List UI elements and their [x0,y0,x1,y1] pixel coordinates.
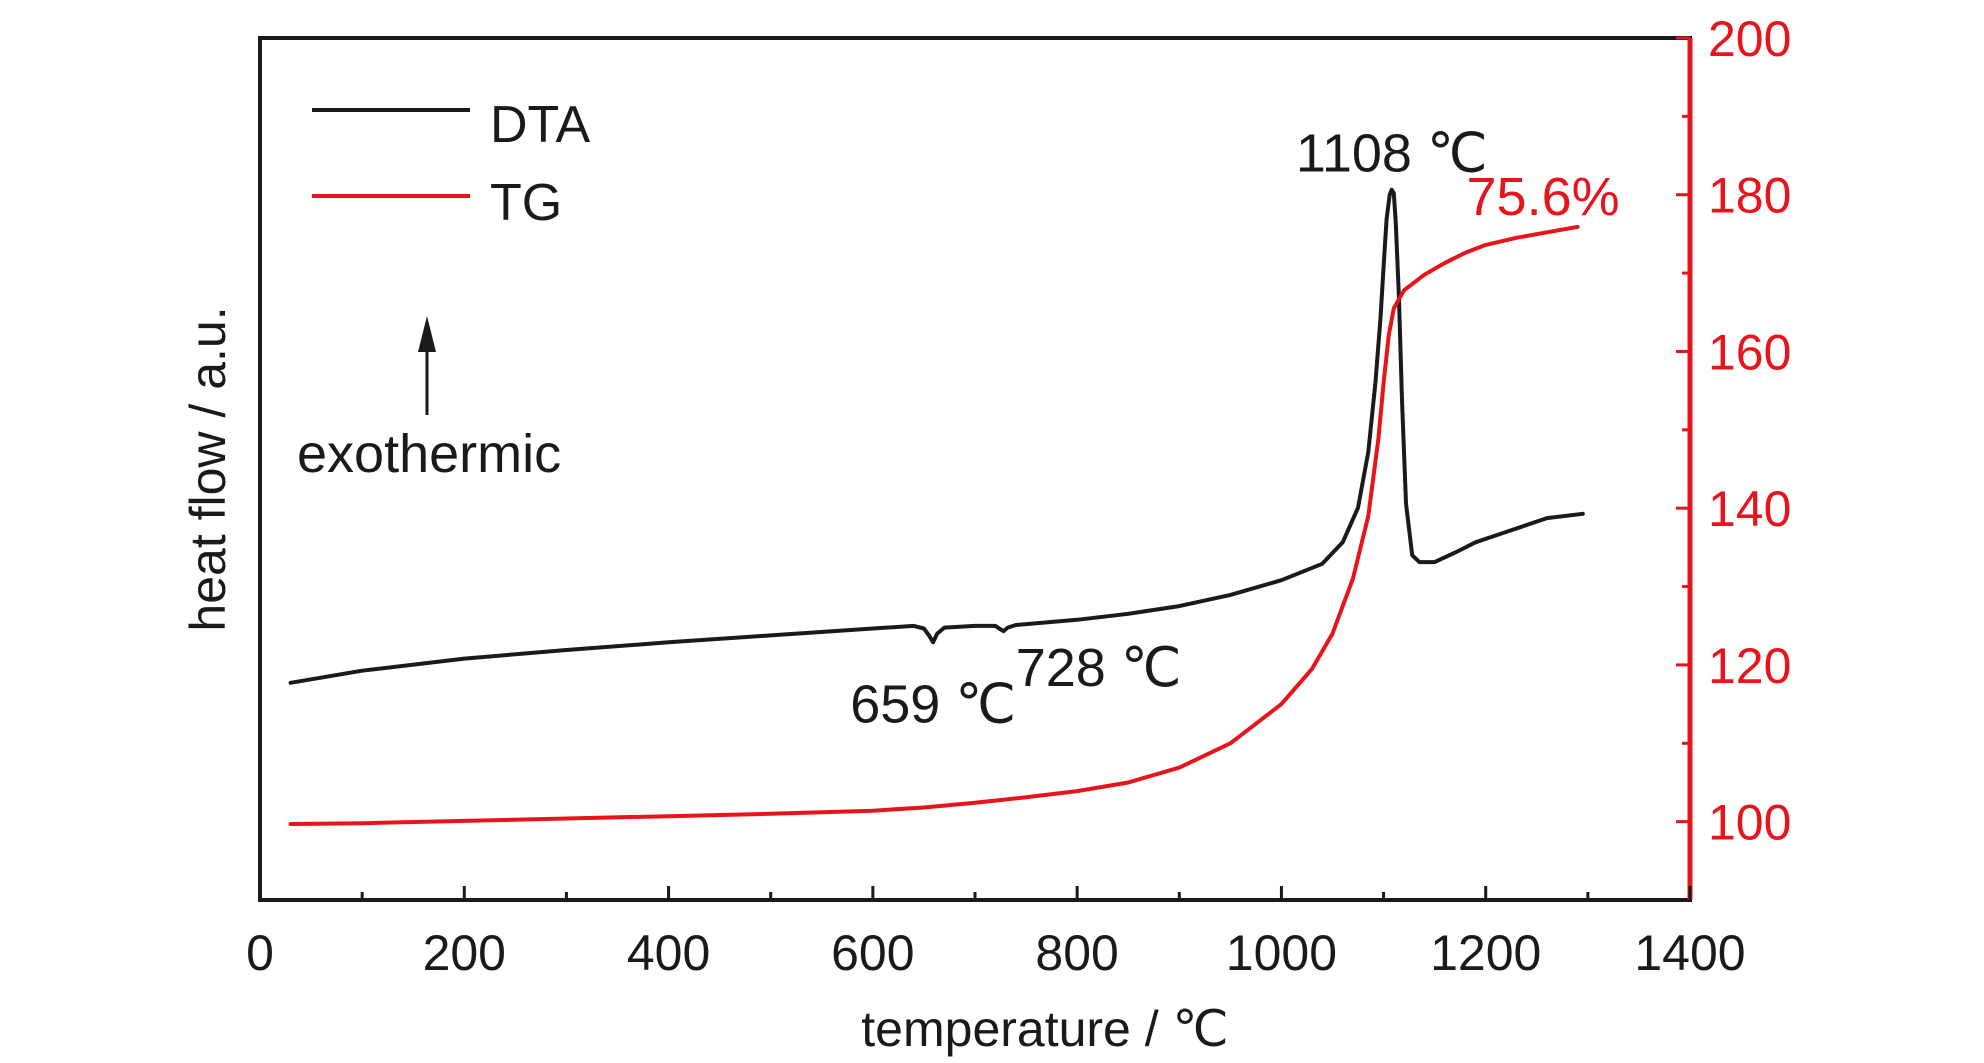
y-right-tick-label: 200 [1708,11,1791,67]
legend: DTA TG [312,96,590,232]
exothermic-label: exothermic [297,424,561,484]
legend-label-tg: TG [490,174,562,232]
annotation-tg-final: 75.6% [1467,167,1620,227]
x-tick-label: 800 [1035,925,1118,981]
x-axis-title: temperature / ℃ [861,1001,1228,1057]
series-line-dta [288,187,1585,685]
annotation-peak-659: 659 ℃ [850,674,1016,734]
x-tick-label: 1200 [1430,925,1541,981]
y-right-tick-label: 160 [1708,324,1791,380]
annotation-peak-1108: 1108 ℃ [1296,124,1488,184]
x-tick-label: 1400 [1634,925,1745,981]
y-right-tick-label: 180 [1708,168,1791,224]
x-tick-label: 0 [246,925,274,981]
x-tick-label: 600 [831,925,914,981]
x-tick-label: 200 [423,925,506,981]
y-right-tick-label: 120 [1708,638,1791,694]
exothermic-indicator: exothermic [297,316,561,484]
y-right-tick-label: 140 [1708,481,1791,537]
legend-label-dta: DTA [490,96,590,154]
series-line-tg [288,224,1580,826]
series-layer [288,187,1585,826]
annotation-peak-728: 728 ℃ [1016,638,1182,698]
y-axis-title-left: heat flow / a.u. [180,306,236,631]
x-axis-ticks: 0 200 400 600 800 1000 1200 1400 [246,886,1746,981]
y-right-tick-label: 100 [1708,795,1791,851]
arrow-up-icon [418,316,436,352]
right-y-axis-ticks: 100 120 140 160 180 200 [1676,11,1791,851]
x-tick-label: 1000 [1226,925,1337,981]
x-tick-label: 400 [627,925,710,981]
